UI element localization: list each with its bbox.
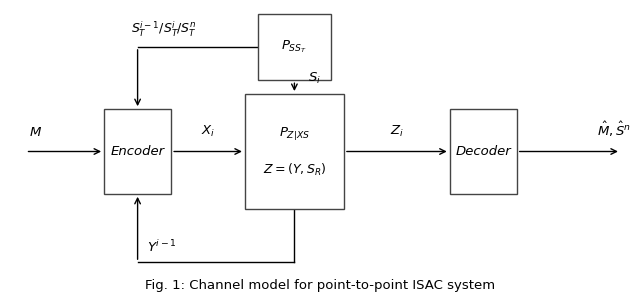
- Text: $Y^{i-1}$: $Y^{i-1}$: [147, 239, 177, 255]
- Text: Encoder: Encoder: [111, 145, 164, 158]
- Text: Fig. 1: Channel model for point-to-point ISAC system: Fig. 1: Channel model for point-to-point…: [145, 279, 495, 292]
- Bar: [258, 14, 332, 80]
- Text: $Z_i$: $Z_i$: [390, 124, 404, 139]
- Text: $P_{SS_T}$: $P_{SS_T}$: [282, 39, 307, 55]
- Text: $\hat{M}, \hat{S}^n$: $\hat{M}, \hat{S}^n$: [597, 120, 632, 139]
- Text: $S_T^{i-1}/S_T^i/S_T^n$: $S_T^{i-1}/S_T^i/S_T^n$: [131, 20, 197, 39]
- Text: $X_i$: $X_i$: [201, 124, 215, 139]
- Text: Decoder: Decoder: [455, 145, 511, 158]
- Text: $P_{Z|XS}$: $P_{Z|XS}$: [278, 125, 310, 142]
- Bar: [450, 109, 517, 194]
- Text: $S_i$: $S_i$: [308, 71, 321, 85]
- Bar: [245, 94, 344, 209]
- Bar: [104, 109, 172, 194]
- Text: $M$: $M$: [29, 126, 42, 139]
- Text: $Z=(Y,S_R)$: $Z=(Y,S_R)$: [263, 161, 326, 178]
